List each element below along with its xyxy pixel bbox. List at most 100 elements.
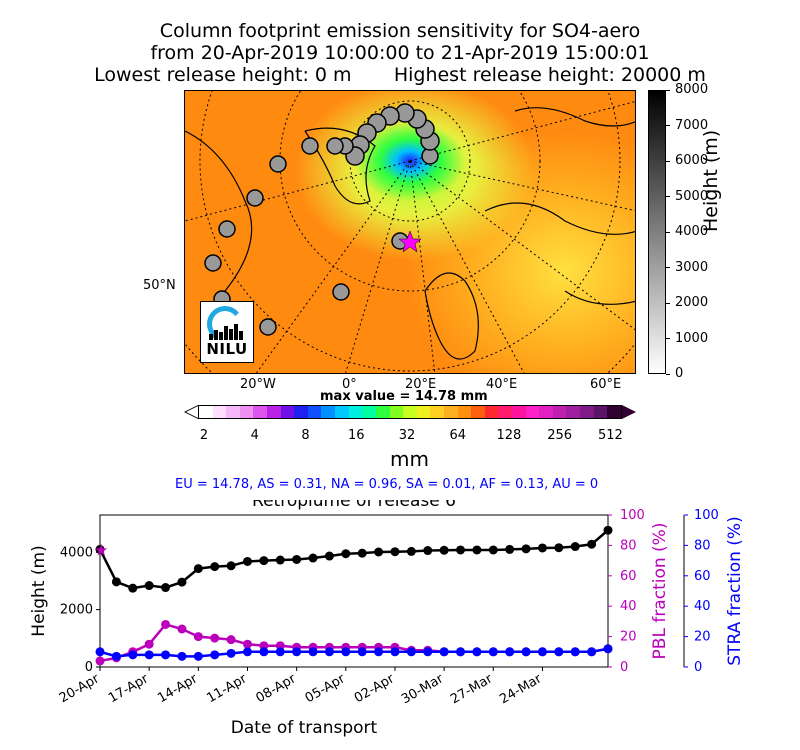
mm-colorbar-segment [443, 406, 458, 418]
series-point-stra-fraction [537, 647, 547, 657]
pbl-tick-label: 100 [620, 508, 645, 523]
release-star-icon: ★ [94, 540, 108, 559]
lon-label-20e: 20°E [405, 377, 437, 392]
series-point-stra-fraction [439, 647, 449, 657]
mm-colorbar-segment [294, 406, 308, 418]
map-overlay [185, 91, 635, 373]
series-point-height [177, 577, 187, 587]
series-point-stra-fraction [111, 651, 121, 661]
lon-label-60e: 60°E [590, 377, 622, 392]
height-colorbar-tick [666, 302, 670, 304]
series-point-stra-fraction [193, 651, 203, 661]
pbl-tick-label: 20 [620, 630, 637, 645]
pbl-tick-label: 60 [620, 569, 637, 584]
height-colorbar-tick-label: 6000 [675, 153, 709, 168]
title-line-3: Lowest release height: 0 m Highest relea… [94, 64, 706, 86]
chart-title: Retroplume of release 6 [252, 500, 456, 511]
series-point-height [537, 543, 547, 553]
series-point-height [259, 556, 269, 566]
series-point-stra-fraction [406, 647, 416, 657]
y-axis-label: Height (m) [29, 545, 49, 636]
series-point-pbl-fraction [95, 656, 105, 666]
mm-colorbar-segment [403, 406, 417, 418]
series-point-stra-fraction [423, 647, 433, 657]
series-point-height [456, 545, 466, 555]
mm-colorbar-tick-label: 2 [199, 428, 209, 443]
mm-colorbar-label: mm [390, 447, 429, 471]
series-point-stra-fraction [554, 647, 564, 657]
series-point-stra-fraction [390, 647, 400, 657]
stra-axis-label: STRA fraction (%) [725, 516, 745, 665]
height-colorbar-tick [666, 338, 670, 339]
max-value-label: max value = 14.78 mm [320, 389, 488, 404]
series-point-stra-fraction [472, 647, 482, 657]
x-tick-label: 08-Apr [254, 671, 300, 706]
series-point-stra-fraction [603, 644, 613, 654]
series-point-stra-fraction [275, 647, 285, 657]
stra-tick-label: 40 [694, 599, 711, 614]
mm-colorbar-segment [457, 406, 472, 418]
mm-colorbar-segment [539, 406, 553, 418]
mm-colorbar-segment [362, 406, 376, 418]
mm-colorbar-segment [389, 406, 404, 418]
mm-colorbar-segment [498, 406, 513, 418]
mm-colorbar-min-arrow-fill [186, 406, 198, 418]
series-point-stra-fraction [292, 647, 302, 657]
mm-colorbar-segment [552, 406, 567, 418]
y-tick-label: 0 [85, 660, 93, 675]
nilu-logo: NILU [200, 301, 254, 363]
series-point-stra-fraction [324, 647, 334, 657]
pbl-tick-label: 0 [620, 660, 628, 675]
mm-colorbar-tick-label: 8 [301, 428, 310, 443]
series-point-stra-fraction [308, 647, 318, 657]
series-point-height [161, 583, 171, 593]
lat-label-50n: 50°N [143, 278, 176, 293]
region-summary: EU = 14.78, AS = 0.31, NA = 0.96, SA = 0… [175, 477, 599, 492]
mm-colorbar-segment [430, 406, 444, 418]
series-point-stra-fraction [128, 650, 138, 660]
x-tick-label: 30-Mar [399, 671, 447, 707]
height-colorbar-tick-label: 4000 [675, 224, 709, 239]
series-point-stra-fraction [161, 650, 171, 660]
series-point-stra-fraction [95, 647, 105, 657]
mm-colorbar-segment [239, 406, 254, 418]
mm-colorbar-segment [471, 406, 485, 418]
stra-tick-label: 60 [694, 569, 711, 584]
height-colorbar-tick [666, 373, 670, 375]
series-point-height [111, 577, 121, 587]
mm-colorbar-segment [321, 406, 336, 418]
x-axis-label: Date of transport [231, 718, 378, 738]
x-tick-label: 17-Apr [106, 671, 152, 706]
series-point-stra-fraction [242, 647, 252, 657]
mm-colorbar-segment [335, 406, 349, 418]
mm-colorbar-segment [212, 406, 227, 418]
series-point-height [439, 545, 449, 555]
figure-title: Column footprint emission sensitivity fo… [0, 20, 800, 86]
series-point-height [406, 546, 416, 556]
series-point-stra-fraction [357, 647, 367, 657]
logo-skyline-icon [209, 324, 245, 340]
trajectory-points [204, 103, 440, 336]
series-point-height [308, 553, 318, 563]
mm-colorbar-segment [512, 406, 526, 418]
series-point-height [275, 555, 285, 565]
series-line-stra-fraction [99, 647, 609, 658]
height-colorbar [648, 90, 666, 374]
series-point-height [587, 539, 597, 549]
series-point-pbl-fraction [242, 639, 252, 649]
y-tick-label: 2000 [60, 603, 93, 618]
series-point-height [341, 549, 351, 559]
series-point-stra-fraction [374, 647, 384, 657]
series-point-height [570, 542, 580, 552]
x-tick-label: 02-Apr [352, 671, 398, 706]
x-tick-label: 27-Mar [448, 671, 496, 707]
mm-colorbar-segment [226, 406, 240, 418]
series-point-height [210, 562, 220, 572]
series-point-stra-fraction [259, 647, 269, 657]
series-point-height [472, 545, 482, 555]
series-point-height [242, 556, 252, 566]
mm-colorbar-tick-label: 4 [250, 428, 259, 443]
series-point-pbl-fraction [226, 635, 236, 645]
series-point-height [144, 581, 154, 591]
lon-label-0: 0° [342, 377, 357, 392]
